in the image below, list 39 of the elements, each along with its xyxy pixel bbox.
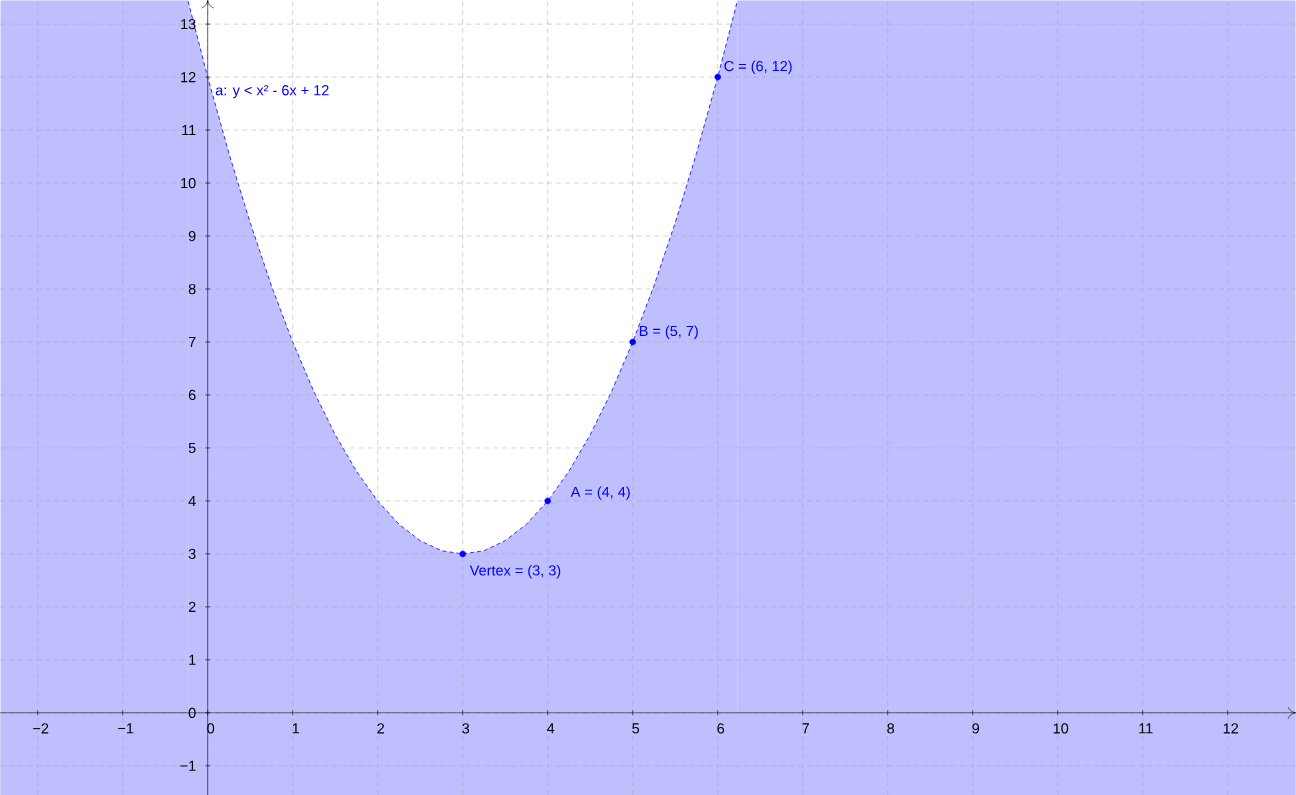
x-tick-label: 8 [887,723,895,734]
annotation: A = (4, 4) [570,486,630,500]
y-tick-label: 6 [188,389,196,400]
x-tick-label: −1 [118,723,134,734]
x-tick-label: 1 [292,723,300,734]
x-tick-label: 3 [462,723,470,734]
point [459,550,466,558]
y-tick-label: 1 [189,654,196,665]
x-tick-label: 11 [1139,723,1153,734]
x-tick-label: 10 [1053,723,1069,734]
point [544,497,551,505]
annotation: B = (5, 7) [639,325,698,339]
y-tick-label: 12 [181,71,196,83]
x-tick-label: 7 [802,723,809,734]
x-tick-label: 2 [377,723,384,734]
x-tick-label: 6 [717,723,725,734]
annotation: C = (6, 12) [724,60,792,74]
y-tick-label: 4 [188,495,196,506]
x-tick-label: 4 [546,723,555,734]
point [714,73,721,81]
y-tick-label: 9 [188,230,196,242]
y-tick-label: 5 [188,442,196,453]
y-tick-label: 2 [188,601,196,612]
y-tick-label: 3 [188,548,196,559]
x-tick-label: 5 [632,723,640,734]
y-tick-label: 0 [188,707,196,718]
y-tick-label: 7 [188,336,196,347]
x-tick-label: 9 [972,723,980,734]
y-tick-label: 11 [182,125,196,135]
y-tick-label: 13 [181,18,196,30]
annotation: Vertex = (3, 3) [469,564,561,579]
point [629,338,636,346]
y-tick-label: 8 [188,283,196,295]
x-tick-label: −2 [33,723,49,734]
x-tick-label: 12 [1223,723,1239,734]
y-tick-label: −1 [180,760,196,771]
annotation: a: y < x² - 6x + 12 [215,85,329,99]
x-tick-label: 0 [207,723,215,734]
y-tick-label: 10 [181,177,196,189]
